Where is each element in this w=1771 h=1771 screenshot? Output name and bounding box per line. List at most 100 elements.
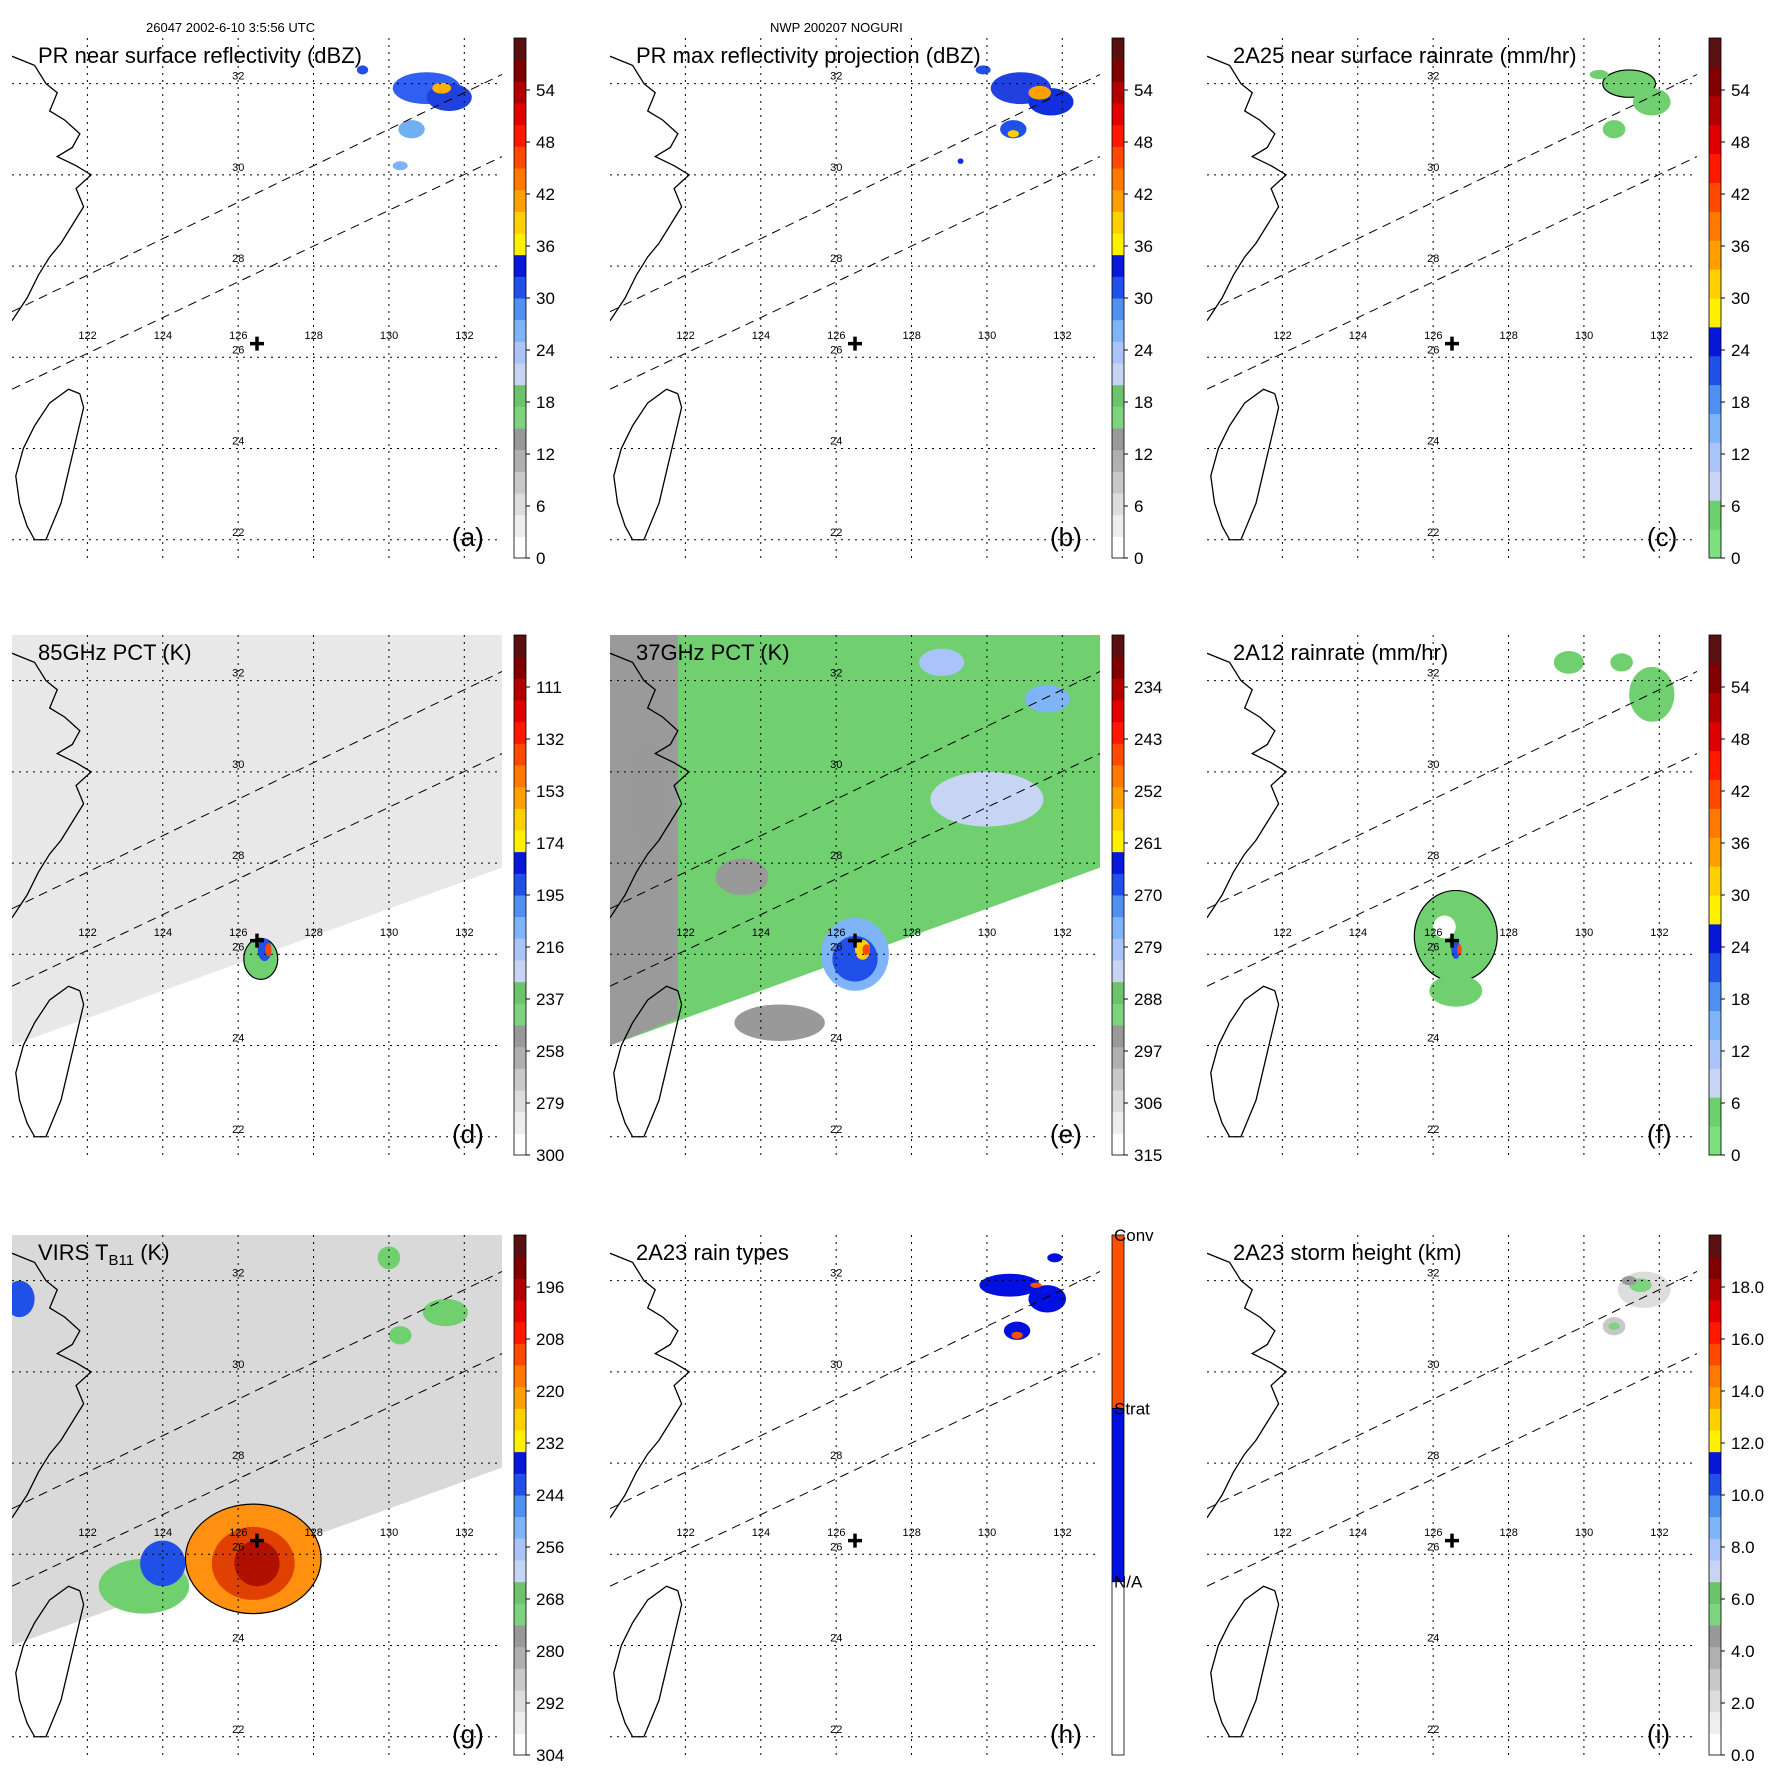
feature-g-2 [234,1540,280,1587]
lat-label-e-24: 24 [830,1033,842,1045]
coastline-china-a [12,55,93,322]
colorbar-segment-i-5 [1709,1625,1721,1648]
coastline-china-c [1207,55,1288,322]
colorbar-segment-b-20 [1112,103,1124,126]
feature-e-5 [734,1004,825,1041]
colorbar-tick-e-8: 243 [1134,730,1162,749]
coastline-china-g [12,1252,93,1519]
lat-label-g-30: 30 [232,1359,244,1371]
colorbar-segment-d-12 [514,873,526,896]
feature-e-4 [715,858,769,895]
lat-label-f-24: 24 [1427,1033,1439,1045]
lon-label-c-130: 130 [1575,330,1593,342]
colorbar-segment-a-20 [514,103,526,126]
panel-title-h: 2A23 rain types [636,1240,789,1265]
colorbar-segment-d-22 [514,656,526,679]
colorbar-segment-f-6 [1709,952,1721,983]
lat-label-c-22: 22 [1427,527,1439,539]
colorbar-segment-i-9 [1709,1538,1721,1561]
colorbar-segment-b-8 [1112,363,1124,386]
feature-h-0 [979,1273,1040,1297]
feature-c-3 [1589,69,1609,80]
coastline-taiwan-b [613,388,683,541]
header-left: 26047 2002-6-10 3:5:56 UTC [146,20,316,35]
colorbar-segment-b-3 [1112,471,1124,494]
colorbar-segment-c-7 [1709,326,1721,357]
colorbar-segment-a-14 [514,233,526,256]
colorbar-segment-i-6 [1709,1603,1721,1626]
lon-label-h-130: 130 [978,1527,996,1539]
lat-label-i-32: 32 [1427,1268,1439,1280]
coastline-taiwan-h [613,1585,683,1738]
lat-label-a-32: 32 [232,71,244,83]
colorbar-segment-b-22 [1112,59,1124,82]
lat-label-a-22: 22 [232,527,244,539]
coastline-taiwan-a [15,388,85,541]
colorbar-segment-h-2 [1111,1234,1125,1409]
map-f: 122 124 126 128 130 132 32 30 28 26 24 22 [1207,635,1697,1155]
colorbar-segment-g-22 [514,1256,526,1279]
colorbar-segment-c-6 [1709,355,1721,386]
colorbar-segment-f-11 [1709,808,1721,838]
colorbar-segment-i-16 [1709,1386,1721,1409]
colorbar-segment-d-13 [514,851,526,874]
feature-f-7 [1610,653,1633,672]
colorbar-tick-e-7: 252 [1134,782,1162,801]
colorbar-segment-c-13 [1709,153,1721,183]
lon-label-b-124: 124 [752,330,770,342]
colorbar-segment-i-8 [1709,1560,1721,1583]
colorbar-segment-e-4 [1112,1046,1124,1069]
colorbar-segment-c-14 [1709,124,1721,155]
colorbar-segment-i-11 [1709,1495,1721,1518]
lon-label-i-132: 132 [1650,1527,1668,1539]
feature-a-4 [392,161,408,171]
lat-label-g-28: 28 [232,1450,244,1462]
colorbar-segment-i-21 [1709,1278,1721,1301]
lon-label-g-128: 128 [305,1527,323,1539]
lon-label-d-122: 122 [78,927,96,939]
colorbar-tick-f-1: 6 [1731,1094,1740,1113]
panel-title-b: PR max reflectivity projection (dBZ) [636,43,981,68]
swath-edge-g-1 [12,1353,502,1587]
lon-label-a-132: 132 [455,330,473,342]
feature-i-4 [1608,1322,1620,1330]
colorbar-segment-c-12 [1709,182,1721,212]
colorbar-segment-g-19 [514,1321,526,1344]
colorbar-segment-i-13 [1709,1451,1721,1474]
lat-label-d-32: 32 [232,668,244,680]
feature-a-5 [356,65,369,75]
colorbar-segment-a-21 [514,81,526,104]
lat-label-f-28: 28 [1427,850,1439,862]
feature-g-4 [140,1540,186,1587]
colorbar-segment-i-23 [1709,1235,1721,1258]
colorbar-segment-d-2 [514,1090,526,1113]
swath-fill-d [12,635,502,1046]
colorbar-segment-i-19 [1709,1321,1721,1344]
colorbar-tick-b-1: 6 [1134,497,1143,516]
colorbar-segment-i-7 [1709,1581,1721,1604]
map-b: 122 124 126 128 130 132 32 30 28 26 24 22 [610,38,1100,558]
lon-label-a-130: 130 [380,330,398,342]
lat-label-d-28: 28 [232,850,244,862]
colorbar-segment-f-4 [1709,1010,1721,1040]
colorbar-segment-e-17 [1112,765,1124,788]
swath-edge-b-0 [610,74,1100,313]
colorbar-segment-b-9 [1112,341,1124,364]
colorbar-segment-b-12 [1112,276,1124,299]
lon-label-f-128: 128 [1500,927,1518,939]
feature-c-1 [1632,88,1671,116]
colorbar-tick-f-4: 24 [1731,938,1750,957]
colorbar-tick-h-2: Conv [1114,1226,1154,1245]
panel-letter-g: (g) [452,1719,484,1749]
colorbar-segment-b-4 [1112,449,1124,472]
lat-label-g-22: 22 [232,1724,244,1736]
feature-g-7 [388,1326,412,1345]
coastline-taiwan-d [15,985,85,1138]
feature-b-3 [1000,120,1027,139]
colorbar-segment-d-5 [514,1025,526,1048]
swath-edge-f-1 [1207,753,1697,987]
lat-label-b-32: 32 [830,71,842,83]
colorbar-segment-a-17 [514,168,526,191]
lat-label-e-22: 22 [830,1124,842,1136]
colorbar-segment-a-15 [514,211,526,234]
